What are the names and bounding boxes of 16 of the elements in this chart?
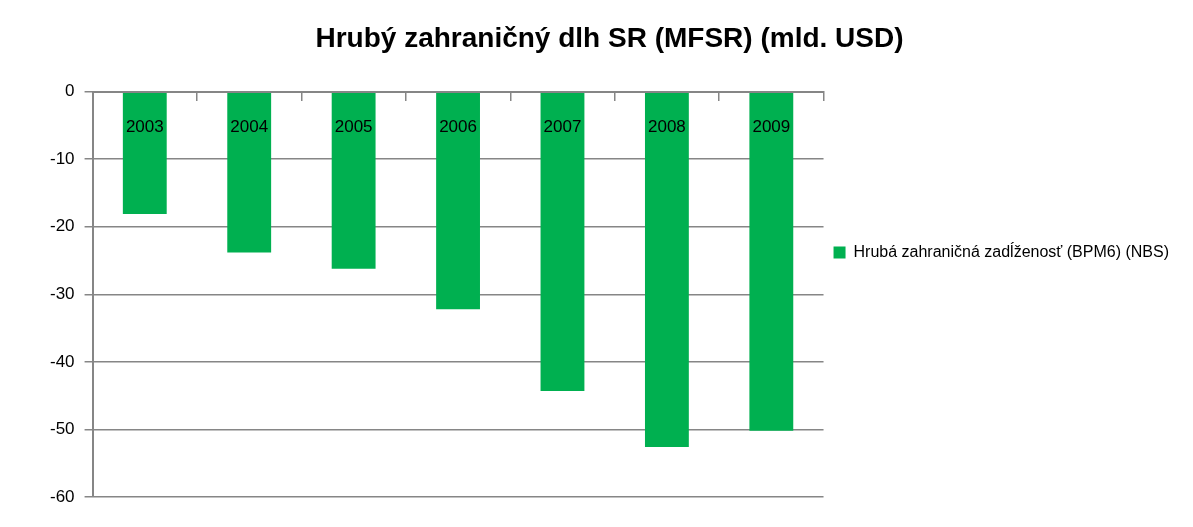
y-tick-label: -60	[49, 486, 75, 506]
x-tick-label: 2008	[647, 117, 686, 137]
chart-title: Hrubý zahraničný dlh SR (MFSR) (mld. USD)	[315, 21, 904, 53]
y-tick-label: -40	[49, 351, 75, 371]
x-tick-label: 2006	[439, 117, 477, 137]
y-tick-label: -20	[49, 216, 75, 236]
y-tick-label: -50	[49, 419, 75, 439]
y-tick-label: 0	[65, 81, 75, 101]
x-tick-label: 2007	[543, 117, 582, 137]
x-tick-label: 2004	[230, 117, 269, 137]
x-tick-label: 2005	[334, 117, 373, 137]
x-tick-label: 2009	[752, 117, 791, 137]
y-tick-label: -10	[49, 148, 75, 168]
y-tick-label: -30	[49, 283, 75, 303]
x-tick-label: 2003	[125, 117, 164, 137]
legend-label: Hrubá zahraničná zadĺženosť (BPM6) (NBS)	[853, 241, 1170, 260]
